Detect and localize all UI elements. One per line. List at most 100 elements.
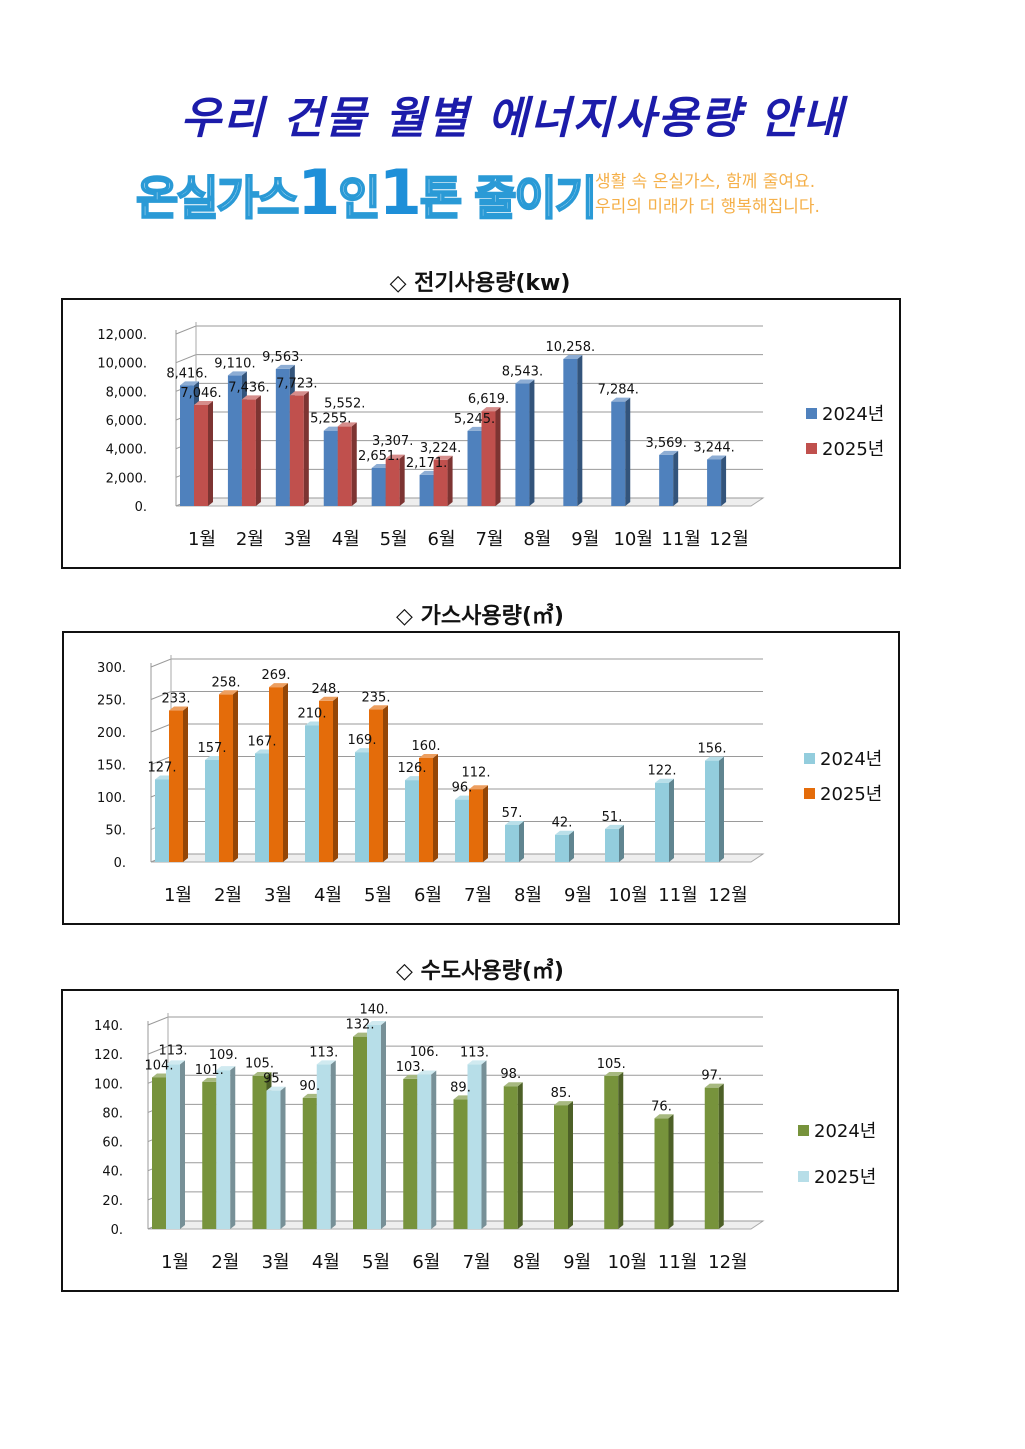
page-title: 우리 건물 월별 에너지사용량 안내 bbox=[180, 93, 845, 144]
x-tick-label: 11월 bbox=[661, 529, 700, 550]
bar-side bbox=[303, 391, 309, 506]
x-tick-label: 12월 bbox=[708, 1252, 747, 1273]
x-tick-label: 3월 bbox=[284, 529, 312, 550]
bar-top bbox=[241, 395, 261, 400]
bar bbox=[417, 1074, 432, 1229]
bar-side bbox=[280, 1086, 286, 1229]
data-label: 156. bbox=[698, 742, 727, 757]
data-label: 112. bbox=[462, 766, 491, 781]
bar bbox=[605, 828, 619, 862]
gridline bbox=[147, 1016, 763, 1026]
bar bbox=[467, 1064, 482, 1229]
data-label: 113. bbox=[460, 1045, 489, 1060]
bar bbox=[704, 1087, 719, 1229]
bar-side bbox=[399, 454, 405, 506]
bar-side bbox=[255, 395, 261, 506]
bar-top bbox=[369, 705, 388, 710]
data-label: 89. bbox=[450, 1080, 471, 1095]
bar-side bbox=[669, 778, 674, 862]
x-tick-label: 3월 bbox=[262, 1252, 290, 1273]
bar-top bbox=[705, 756, 724, 761]
y-tick-label: 0. bbox=[135, 500, 147, 515]
bar bbox=[269, 687, 283, 862]
campaign-logo: 온실가스1인1톤 줄이기 bbox=[135, 156, 598, 229]
y-tick-label: 140. bbox=[94, 1019, 123, 1034]
bar-top bbox=[605, 824, 624, 829]
data-label: 97. bbox=[701, 1069, 722, 1084]
data-label: 98. bbox=[500, 1067, 521, 1082]
bar bbox=[707, 459, 722, 506]
bar-top bbox=[385, 454, 405, 459]
bar bbox=[419, 758, 433, 862]
bar bbox=[403, 1078, 418, 1229]
data-label: 109. bbox=[209, 1048, 238, 1063]
data-label: 51. bbox=[602, 810, 623, 825]
bar-side bbox=[481, 1060, 487, 1229]
x-tick-label: 6월 bbox=[428, 529, 456, 550]
bar-side bbox=[721, 455, 727, 506]
legend-label: 2024년 bbox=[822, 404, 884, 425]
x-tick-label: 12월 bbox=[708, 885, 747, 906]
bar bbox=[453, 1099, 468, 1229]
bar-top bbox=[216, 1066, 236, 1071]
bar-top bbox=[266, 1086, 286, 1091]
bar bbox=[654, 1118, 669, 1229]
bar bbox=[563, 358, 578, 506]
data-label: 258. bbox=[212, 675, 241, 690]
x-tick-label: 6월 bbox=[412, 1252, 440, 1273]
data-label: 5,552. bbox=[324, 397, 365, 412]
bar bbox=[367, 1025, 381, 1229]
bar bbox=[252, 1076, 267, 1229]
legend-swatch bbox=[798, 1171, 809, 1182]
bar bbox=[227, 375, 242, 506]
bar bbox=[371, 468, 386, 506]
bar-top bbox=[659, 450, 679, 455]
data-label: 6,619. bbox=[468, 392, 509, 407]
bar bbox=[205, 759, 219, 862]
gridline bbox=[175, 325, 763, 335]
data-label: 105. bbox=[245, 1057, 274, 1072]
water-chart-svg: 0. 20. 40. 60. 80. 100. 120. 140. 1월 2월 3월 4월 5월 6월 7월… bbox=[94, 1003, 876, 1273]
y-tick-label: 10,000. bbox=[97, 357, 147, 372]
data-label: 113. bbox=[309, 1045, 338, 1060]
x-tick-label: 5월 bbox=[364, 885, 392, 906]
bar bbox=[275, 368, 290, 506]
data-label: 248. bbox=[312, 682, 341, 697]
y-tick-label: 60. bbox=[102, 1136, 123, 1151]
y-tick-label: 250. bbox=[97, 694, 126, 709]
bar-side bbox=[180, 1060, 185, 1229]
bar-side bbox=[719, 756, 724, 862]
logo-text: 1 bbox=[378, 156, 422, 229]
data-label: 3,569. bbox=[645, 436, 686, 451]
x-tick-label: 5월 bbox=[362, 1252, 390, 1273]
y-tick-label: 6,000. bbox=[106, 414, 147, 429]
x-tick-label: 2월 bbox=[214, 885, 242, 906]
legend-label: 2024년 bbox=[820, 749, 882, 770]
bar bbox=[337, 426, 352, 506]
logo-text: 1 bbox=[297, 156, 340, 229]
data-label: 7,284. bbox=[598, 383, 639, 398]
data-label: 210. bbox=[298, 707, 327, 722]
bar-side bbox=[431, 1070, 437, 1229]
bar-side bbox=[529, 379, 535, 506]
data-label: 122. bbox=[648, 764, 677, 779]
bar bbox=[481, 411, 496, 506]
bar bbox=[611, 401, 626, 506]
y-tick-label: 20. bbox=[102, 1194, 123, 1209]
bar-side bbox=[718, 1083, 724, 1229]
bar-side bbox=[618, 1072, 624, 1229]
y-tick-label: 2,000. bbox=[106, 471, 147, 486]
bar bbox=[266, 1090, 281, 1229]
bar-top bbox=[604, 1072, 624, 1076]
gridline bbox=[150, 723, 763, 733]
data-label: 5,255. bbox=[310, 412, 351, 427]
bar-side bbox=[383, 705, 388, 862]
electricity-title: ◇ 전기사용량(kw) bbox=[389, 271, 571, 296]
bar bbox=[305, 725, 319, 862]
bar-top bbox=[433, 455, 453, 460]
bar-top bbox=[316, 1060, 336, 1065]
bar-top bbox=[481, 407, 501, 412]
bar-top bbox=[505, 820, 524, 825]
x-tick-label: 9월 bbox=[563, 1252, 591, 1273]
y-tick-label: 8,000. bbox=[106, 385, 147, 400]
